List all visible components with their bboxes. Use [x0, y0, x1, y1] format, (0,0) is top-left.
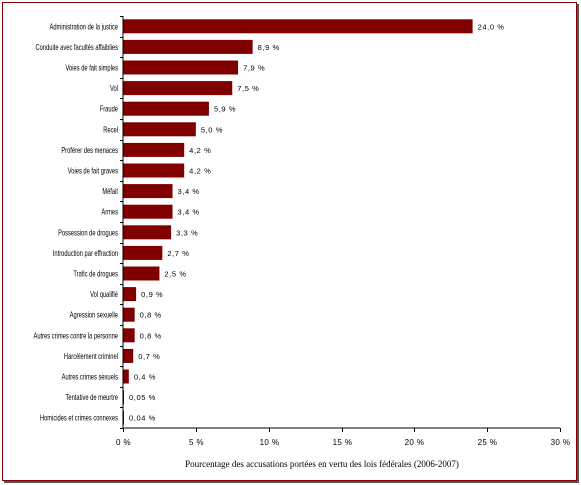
value-label: 7,5 %	[237, 84, 259, 93]
x-tick-label: 0 %	[116, 438, 131, 447]
value-label: 0,8 %	[140, 331, 162, 340]
value-labels: 24,0 % 8,9 % 7,9 % 7,5 % 5,9 % 5,0 % 4,2 % 4,2 …	[129, 22, 505, 423]
category-label: Vol qualifié	[90, 291, 118, 299]
category-label: Introduction par effraction	[53, 250, 118, 258]
bar	[123, 60, 239, 75]
x-tick-label: 20 %	[405, 438, 425, 447]
value-label: 0,4 %	[134, 373, 156, 382]
category-label: Autres crimes contre la personne	[33, 333, 118, 341]
bar	[123, 39, 253, 54]
value-label: 3,4 %	[178, 208, 200, 217]
category-label: Armes	[101, 209, 118, 217]
category-label: Trafic de drogues	[73, 271, 118, 279]
bar	[123, 307, 135, 322]
bar	[123, 287, 137, 302]
value-label: 0,9 %	[141, 290, 163, 299]
bar	[123, 122, 196, 137]
bar	[123, 328, 135, 343]
category-label: Voies de fait simples	[66, 65, 119, 73]
value-label: 0,7 %	[138, 352, 160, 361]
x-tick-label: 10 %	[260, 438, 280, 447]
category-label: Agression sexuelle	[70, 312, 118, 320]
bar	[123, 266, 160, 281]
bar	[123, 369, 129, 384]
value-label: 8,9 %	[258, 43, 280, 52]
category-label: Proférer des menaces	[61, 147, 118, 155]
value-label: 5,9 %	[214, 105, 236, 114]
category-label: Fraude	[100, 106, 118, 114]
category-label: Possession de drogues	[58, 230, 118, 238]
x-tick-label: 15 %	[333, 438, 353, 447]
bar	[123, 19, 473, 34]
value-label: 0,8 %	[140, 311, 162, 320]
bar	[123, 204, 173, 219]
category-label: Harcèlement criminel	[64, 353, 118, 361]
y-axis-ticks	[120, 16, 123, 429]
category-label: Vol	[110, 85, 118, 93]
category-label: Conduite avec facultés affaiblies	[36, 44, 119, 52]
chart-frame	[2, 2, 577, 481]
bar	[123, 245, 163, 260]
category-label: Autres crimes sexuels	[62, 374, 119, 382]
category-labels: Administration de la justice Conduite ave…	[33, 24, 118, 423]
bar	[123, 81, 233, 96]
bar	[123, 184, 173, 199]
category-label: Recel	[103, 127, 118, 135]
value-label: 2,5 %	[164, 270, 186, 279]
value-label: 3,3 %	[176, 228, 198, 237]
value-label: 7,9 %	[243, 64, 265, 73]
x-axis-title: Pourcentage des accusations portées en v…	[185, 459, 459, 469]
bar	[123, 163, 185, 178]
x-tick-label: 30 %	[551, 438, 571, 447]
bar	[123, 348, 134, 363]
value-label: 4,2 %	[189, 167, 211, 176]
x-axis-ticks: 0 % 5 % 10 % 15 % 20 % 25 % 30 %	[116, 428, 570, 447]
x-tick-label: 25 %	[478, 438, 498, 447]
bar	[123, 225, 172, 240]
bar	[123, 101, 209, 116]
value-label: 0,05 %	[129, 393, 156, 402]
x-tick-label: 5 %	[189, 438, 204, 447]
value-label: 5,0 %	[201, 125, 223, 134]
value-label: 24,0 %	[478, 22, 505, 31]
category-label: Homicides et crimes connexes	[40, 415, 119, 423]
category-label: Méfait	[102, 188, 118, 196]
bar	[123, 142, 185, 157]
value-label: 3,4 %	[178, 187, 200, 196]
value-label: 0,04 %	[129, 414, 156, 423]
value-label: 2,7 %	[167, 249, 189, 258]
category-label: Administration de la justice	[50, 24, 119, 32]
value-label: 4,2 %	[189, 146, 211, 155]
category-label: Voies de fait graves	[68, 168, 119, 176]
bars-group	[123, 19, 473, 425]
category-label: Tentative de meurtre	[66, 394, 119, 402]
